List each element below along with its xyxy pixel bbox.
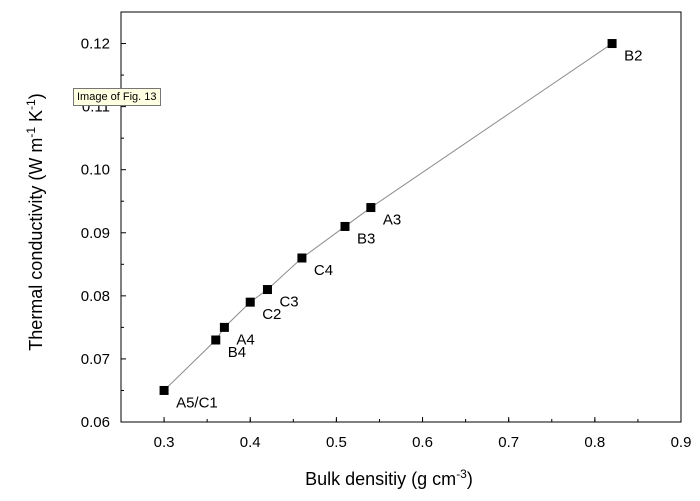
y-tick-label: 0.08 [81,288,110,305]
point-label: B4 [228,344,246,361]
x-tick-label: 0.3 [154,434,175,451]
point-label: B2 [624,48,642,65]
data-point [297,253,307,263]
data-point [607,39,617,49]
point-label: C4 [314,262,333,279]
y-tick-label: 0.09 [81,225,110,242]
point-label: A4 [236,331,254,348]
y-tick-label: 0.10 [81,162,110,179]
data-point [340,221,350,231]
data-markers [159,39,617,395]
x-tick-label: 0.7 [498,434,519,451]
x-tick-label: 0.9 [671,434,692,451]
y-tick-label: 0.12 [81,36,110,53]
data-point [366,203,376,213]
point-label: C3 [279,294,298,311]
data-point [219,322,229,332]
data-point [245,297,255,307]
y-tick-label: 0.06 [81,414,110,431]
data-point [159,385,169,395]
y-tick-label: 0.07 [81,351,110,368]
x-axis: 0.3 0.4 0.5 0.6 0.7 0.8 0.9 [120,417,692,451]
x-axis-title: Bulk densitiy (g cm-3) [305,467,473,489]
x-tick-label: 0.6 [412,434,433,451]
x-tick-label: 0.5 [326,434,347,451]
data-point [262,285,272,295]
x-tick-label: 0.8 [584,434,605,451]
y-axis: 0.060.070.080.090.100.110.12 [81,11,126,431]
image-tooltip: Image of Fig. 13 [73,88,161,106]
point-label: A3 [383,212,401,229]
point-label: B3 [357,230,375,247]
point-label: C2 [262,306,281,323]
point-label: A5/C1 [176,394,218,411]
x-tick-label: 0.4 [240,434,261,451]
plot-frame [120,11,682,423]
y-axis-title: Thermal conductivity (W m-1 K-1) [24,93,46,350]
data-point [211,335,221,345]
